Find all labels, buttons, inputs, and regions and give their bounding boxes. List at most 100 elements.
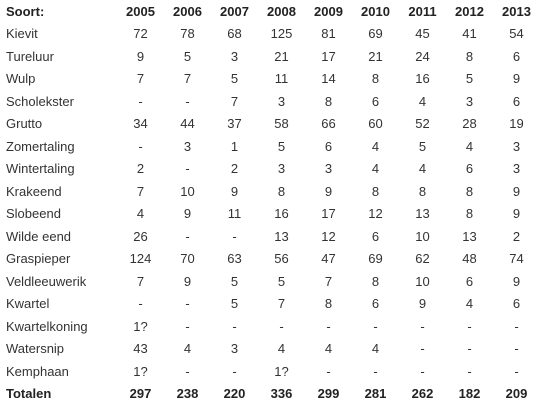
count-cell: 7	[183, 71, 192, 87]
count-cell: 4	[136, 206, 145, 222]
total-cell: 262	[411, 386, 434, 402]
count-cell: -	[467, 341, 472, 357]
count-cell: 24	[415, 48, 430, 64]
count-cell: 9	[136, 48, 145, 64]
count-cell: 1?	[133, 318, 148, 334]
table-row: Wulp 7 7 5 11 14 8 16 5 9	[0, 68, 538, 91]
count-cell: 1	[230, 138, 239, 154]
total-cell: 209	[505, 386, 528, 402]
count-cell: 5	[183, 48, 192, 64]
count-cell: 5	[230, 296, 239, 312]
count-cell: 8	[371, 273, 380, 289]
count-cell: 37	[227, 116, 242, 132]
count-cell: 3	[230, 48, 239, 64]
count-cell: 60	[368, 116, 383, 132]
count-cell: 72	[133, 26, 148, 42]
count-cell: 6	[324, 138, 333, 154]
count-cell: 4	[183, 341, 192, 357]
count-cell: 8	[465, 183, 474, 199]
count-cell: -	[326, 318, 331, 334]
table-row: Kemphaan 1? - - 1? - - - - -	[0, 360, 538, 383]
count-cell: 3	[512, 161, 521, 177]
count-cell: 66	[321, 116, 336, 132]
count-cell: 6	[512, 48, 521, 64]
count-cell: 2	[136, 161, 145, 177]
species-name: Zomertaling	[6, 138, 75, 154]
count-cell: 44	[180, 116, 195, 132]
count-cell: -	[185, 296, 190, 312]
column-header-year: 2008	[267, 3, 296, 19]
count-cell: 13	[462, 228, 477, 244]
count-cell: 3	[324, 161, 333, 177]
count-cell: 3	[277, 161, 286, 177]
count-cell: 63	[227, 251, 242, 267]
species-name: Kwartel	[6, 296, 50, 312]
count-cell: -	[467, 318, 472, 334]
species-name: Kemphaan	[6, 363, 69, 379]
count-cell: 8	[371, 183, 380, 199]
count-cell: 16	[274, 206, 289, 222]
count-cell: 12	[321, 228, 336, 244]
count-cell: 9	[230, 183, 239, 199]
count-cell: -	[185, 318, 190, 334]
species-name: Krakeend	[6, 183, 62, 199]
count-cell: 21	[368, 48, 383, 64]
count-cell: 69	[368, 251, 383, 267]
species-name: Graspieper	[6, 251, 71, 267]
total-cell: 220	[223, 386, 246, 402]
count-cell: 34	[133, 116, 148, 132]
totals-label: Totalen	[6, 386, 52, 402]
count-cell: 13	[274, 228, 289, 244]
count-cell: 70	[180, 251, 195, 267]
count-cell: 6	[371, 228, 380, 244]
count-cell: 17	[321, 206, 336, 222]
count-cell: 47	[321, 251, 336, 267]
count-cell: 9	[512, 206, 521, 222]
count-cell: 5	[418, 138, 427, 154]
count-cell: 11	[227, 206, 242, 222]
table-row: Scholekster - - 7 3 8 6 4 3 6	[0, 90, 538, 113]
count-cell: 11	[274, 71, 289, 87]
count-cell: -	[138, 296, 143, 312]
count-cell: -	[185, 161, 190, 177]
column-header-species: Soort:	[6, 3, 45, 19]
count-cell: 4	[465, 296, 474, 312]
count-cell: 3	[277, 93, 286, 109]
count-cell: -	[467, 363, 472, 379]
count-cell: -	[514, 318, 519, 334]
count-cell: -	[185, 363, 190, 379]
count-cell: -	[420, 341, 425, 357]
count-cell: 4	[465, 138, 474, 154]
count-cell: 4	[418, 161, 427, 177]
count-cell: 8	[277, 183, 286, 199]
count-cell: 9	[512, 273, 521, 289]
table-row: Zomertaling - 3 1 5 6 4 5 4 3	[0, 135, 538, 158]
count-cell: -	[514, 363, 519, 379]
total-cell: 299	[317, 386, 340, 402]
table-row: Krakeend 7 10 9 8 9 8 8 8 9	[0, 180, 538, 203]
table-row: Wintertaling 2 - 2 3 3 4 4 6 3	[0, 158, 538, 181]
table-row: Tureluur 9 5 3 21 17 21 24 8 6	[0, 45, 538, 68]
column-header-year: 2007	[220, 3, 249, 19]
count-cell: 7	[277, 296, 286, 312]
count-cell: 16	[415, 71, 430, 87]
total-cell: 182	[458, 386, 481, 402]
count-cell: 43	[133, 341, 148, 357]
count-cell: 74	[509, 251, 524, 267]
count-cell: 6	[465, 161, 474, 177]
column-header-year: 2005	[126, 3, 155, 19]
count-cell: 19	[509, 116, 524, 132]
count-cell: 4	[277, 341, 286, 357]
count-cell: 4	[371, 138, 380, 154]
count-cell: 1?	[133, 363, 148, 379]
total-cell: 336	[270, 386, 293, 402]
count-cell: 41	[462, 26, 477, 42]
count-cell: 4	[418, 93, 427, 109]
column-header-year: 2010	[361, 3, 390, 19]
count-cell: 81	[321, 26, 336, 42]
count-cell: 9	[512, 183, 521, 199]
column-header-year: 2006	[173, 3, 202, 19]
count-cell: 8	[465, 206, 474, 222]
count-cell: 6	[371, 296, 380, 312]
